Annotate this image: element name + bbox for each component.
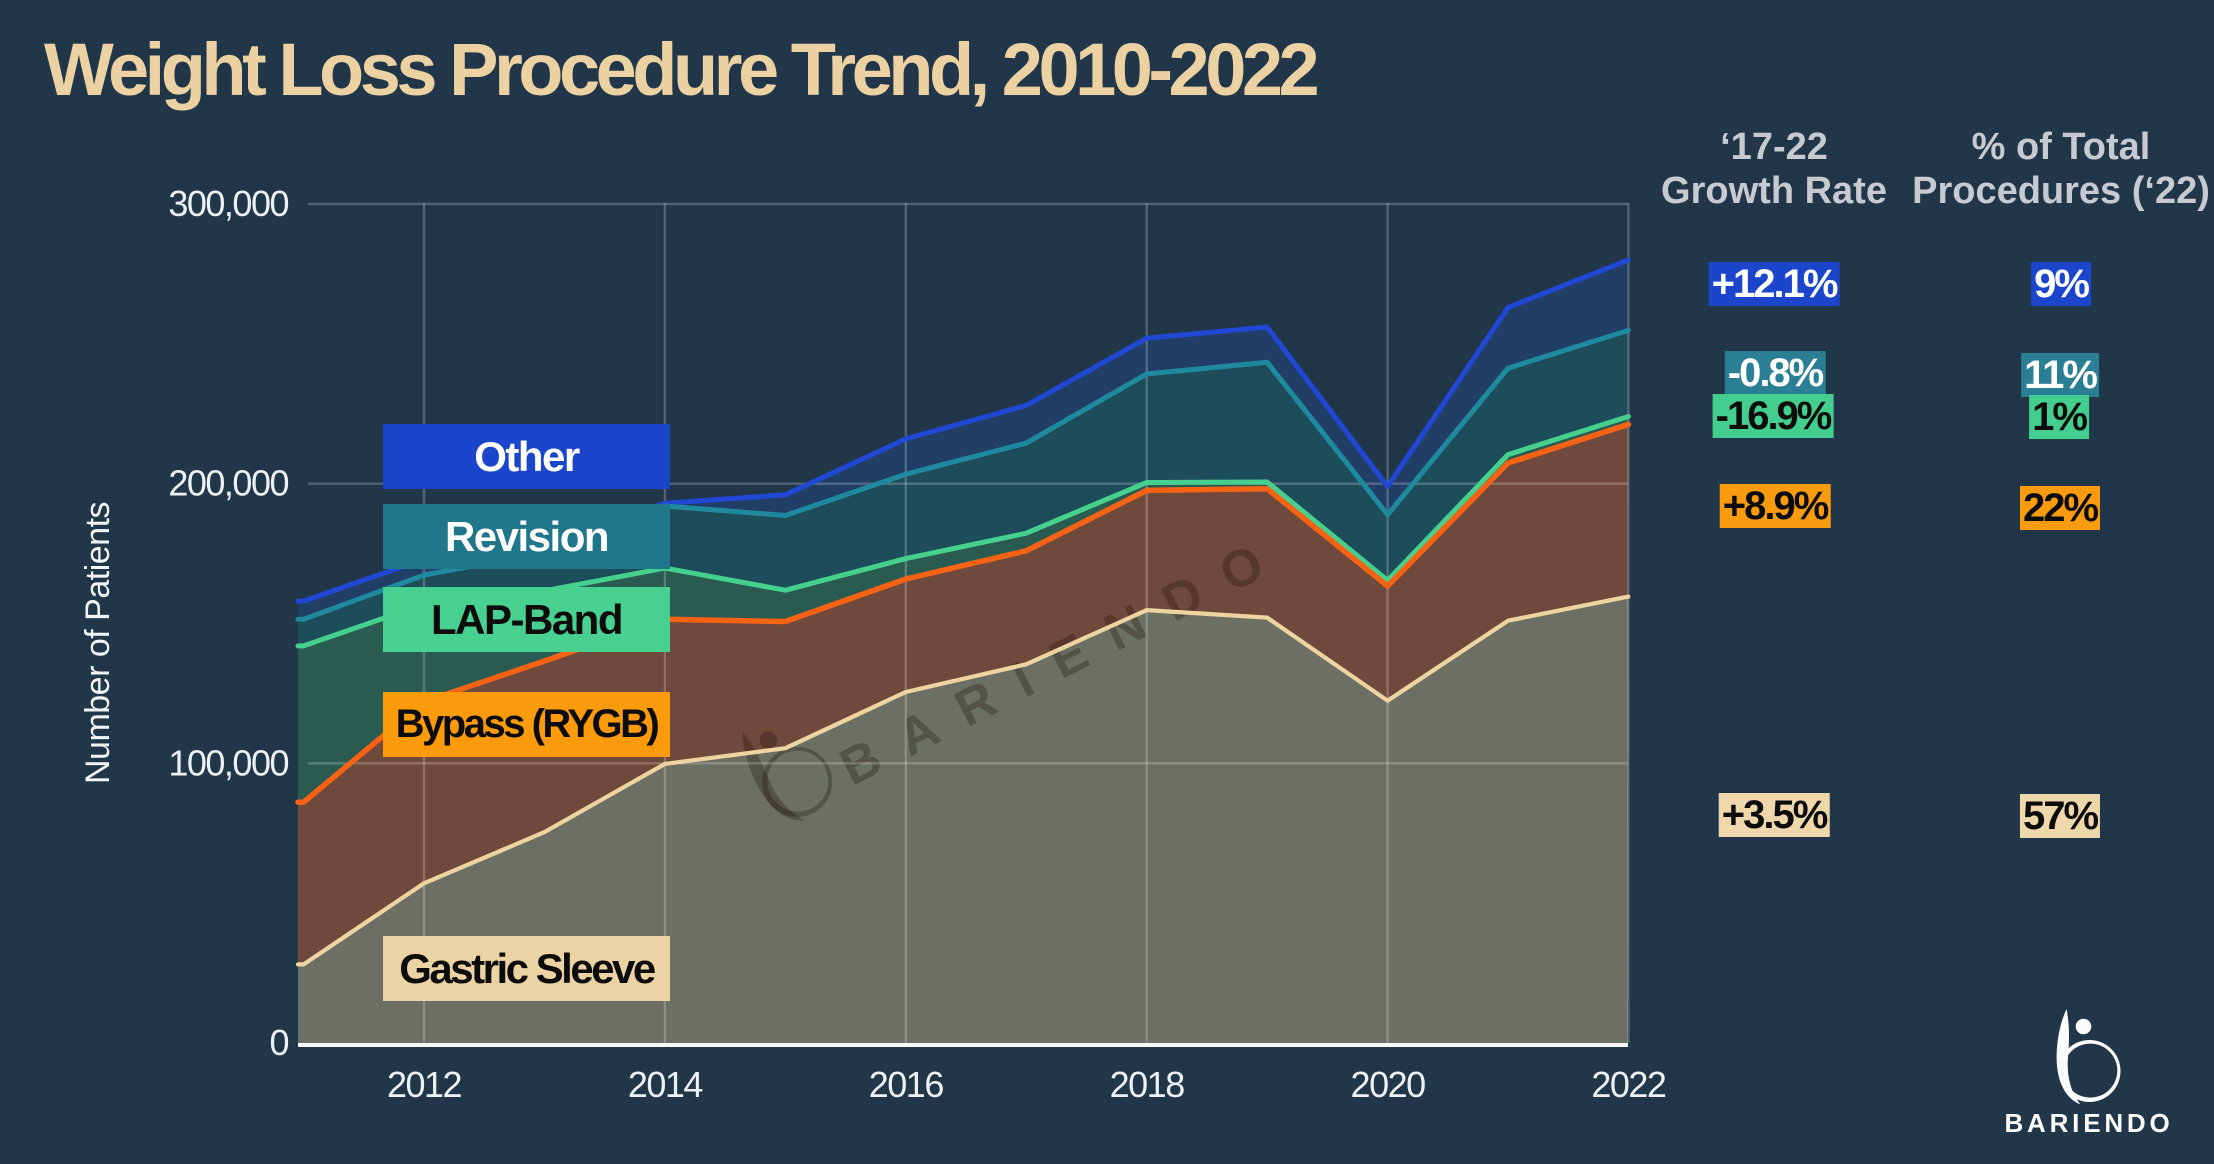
- svg-text:2022: 2022: [1591, 1064, 1666, 1105]
- svg-text:100,000: 100,000: [168, 742, 288, 783]
- svg-text:Number of Patients: Number of Patients: [79, 502, 117, 784]
- svg-text:2016: 2016: [869, 1064, 944, 1105]
- svg-text:2014: 2014: [628, 1064, 703, 1105]
- svg-text:2012: 2012: [387, 1064, 462, 1105]
- svg-text:BARIENDO: BARIENDO: [2004, 1108, 2173, 1138]
- svg-text:200,000: 200,000: [168, 463, 288, 504]
- svg-text:2018: 2018: [1110, 1064, 1185, 1105]
- svg-text:300,000: 300,000: [168, 183, 288, 224]
- svg-text:0: 0: [269, 1022, 288, 1063]
- svg-text:2020: 2020: [1351, 1064, 1426, 1105]
